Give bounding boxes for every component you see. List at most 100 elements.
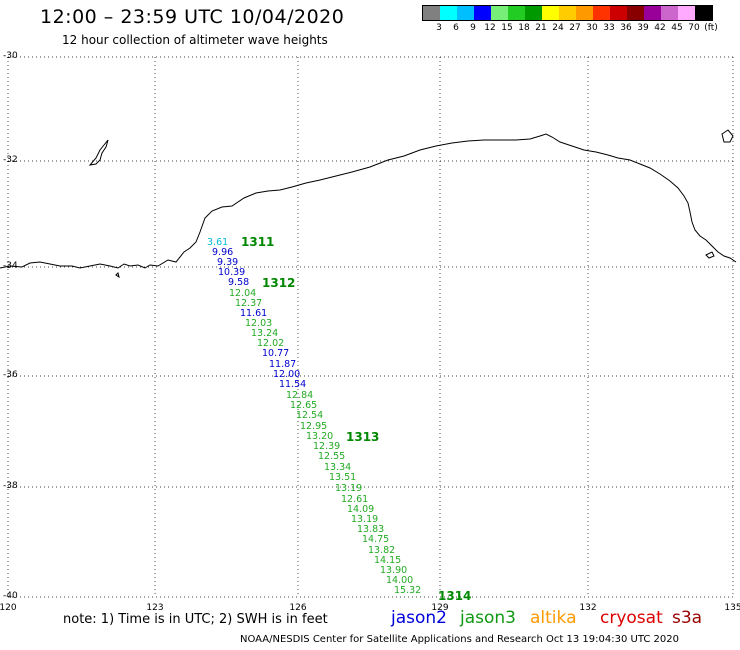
credit-line: NOAA/NESDIS Center for Satellite Applica… <box>240 634 679 645</box>
island-south <box>115 272 120 279</box>
color-scale-swatch <box>576 6 593 20</box>
coastline <box>0 133 737 269</box>
island-right <box>721 129 734 143</box>
color-scale-swatch <box>678 6 695 20</box>
swh-value: 13.19 <box>351 514 379 525</box>
legend-cryosat: cryosat <box>600 608 663 628</box>
swh-value: 12.84 <box>286 390 314 401</box>
color-scale-swatch <box>440 6 457 20</box>
swh-value: 12.00 <box>273 369 301 380</box>
color-scale-swatch <box>559 6 576 20</box>
color-scale-swatch <box>457 6 474 20</box>
legend-jason3: jason3 <box>460 608 516 628</box>
legend-jason2: jason2 <box>391 608 447 628</box>
units-note: note: 1) Time is in UTC; 2) SWH is in fe… <box>63 612 328 627</box>
page-title: 12:00 – 23:59 UTC 10/04/2020 <box>40 6 345 28</box>
longitude-label: 123 <box>146 603 164 613</box>
color-scale-label: 3 <box>436 23 442 33</box>
color-scale-swatch <box>593 6 610 20</box>
graticule <box>7 56 734 598</box>
swh-value: 14.09 <box>347 504 375 515</box>
swh-value: 13.82 <box>368 545 396 556</box>
swh-value: 14.00 <box>386 575 414 586</box>
swh-value: 13.90 <box>380 565 408 576</box>
color-scale-swatch <box>661 6 678 20</box>
pass-number: 1314 <box>438 589 472 603</box>
color-scale-label: 39 <box>637 23 649 33</box>
latitude-label: -30 <box>3 51 18 61</box>
color-scale-swatch <box>610 6 627 20</box>
color-scale-label: 42 <box>654 23 666 33</box>
legend-s3a: s3a <box>672 608 703 628</box>
swh-value: 12.04 <box>229 288 257 299</box>
swh-value: 13.51 <box>329 472 357 483</box>
color-scale-swatch <box>423 6 440 20</box>
swh-value: 11.87 <box>269 359 297 370</box>
legend-altika: altika <box>530 608 577 628</box>
color-scale-swatch <box>695 6 712 20</box>
swh-value: 12.37 <box>235 298 263 309</box>
color-scale-label: 30 <box>586 23 598 33</box>
swh-value: 12.39 <box>313 441 341 452</box>
island-left <box>88 139 109 166</box>
swh-value: 12.54 <box>296 410 324 421</box>
latitude-label: -36 <box>3 370 18 380</box>
color-scale-label: 21 <box>535 23 547 33</box>
color-scale-label: 12 <box>484 23 496 33</box>
swh-value: 12.02 <box>257 338 285 349</box>
swh-value: 9.58 <box>228 277 250 288</box>
color-scale-swatch <box>525 6 542 20</box>
color-scale-label: 27 <box>569 23 581 33</box>
color-scale-ticks: 3 6 9 12 15 18 21 24 27 30 33 36 39 42 45 70 (ft) <box>422 21 718 35</box>
color-scale-label: 15 <box>501 23 513 33</box>
longitude-label: 135 <box>724 603 740 613</box>
color-scale-label: 24 <box>552 23 564 33</box>
island-east <box>705 251 715 259</box>
color-scale: 3 6 9 12 15 18 21 24 27 30 33 36 39 42 45 70 (ft) <box>422 5 718 35</box>
swh-value: 13.19 <box>335 483 363 494</box>
swh-value: 12.03 <box>245 318 273 329</box>
swh-value: 12.61 <box>341 494 369 505</box>
color-scale-label: 18 <box>518 23 530 33</box>
swh-value: 12.95 <box>300 421 328 432</box>
color-scale-swatch <box>644 6 661 20</box>
swh-value: 15.32 <box>394 585 422 596</box>
swh-value: 14.75 <box>362 534 390 545</box>
swh-value: 11.61 <box>240 308 268 319</box>
color-scale-swatch <box>542 6 559 20</box>
latitude-label: -32 <box>3 155 18 165</box>
color-scale-swatch <box>474 6 491 20</box>
latitude-label: -38 <box>3 481 18 491</box>
page-subtitle: 12 hour collection of altimeter wave hei… <box>62 33 328 47</box>
swh-value: 9.39 <box>217 257 239 268</box>
color-scale-label: 33 <box>603 23 615 33</box>
latitude-label: -40 <box>3 591 18 601</box>
color-scale-label: 45 <box>671 23 683 33</box>
color-scale-swatch <box>491 6 508 20</box>
swh-value: 11.54 <box>279 379 307 390</box>
color-scale-swatch <box>627 6 644 20</box>
color-scale-label: 6 <box>453 23 459 33</box>
longitude-label: 126 <box>289 603 307 613</box>
color-scale-swatches <box>422 5 713 21</box>
color-scale-label: 36 <box>620 23 632 33</box>
swh-value: 13.20 <box>306 431 334 442</box>
color-scale-swatch <box>508 6 525 20</box>
longitude-label: 129 <box>431 603 449 613</box>
pass-number: 1313 <box>346 430 380 444</box>
swh-value: 10.39 <box>218 267 246 278</box>
swh-value: 12.55 <box>318 451 346 462</box>
pass-number: 1312 <box>262 276 296 290</box>
color-scale-label: 9 <box>470 23 476 33</box>
longitude-label: 132 <box>579 603 597 613</box>
swh-value: 13.24 <box>251 328 279 339</box>
color-scale-label: (ft) <box>704 23 718 33</box>
swh-value: 10.77 <box>262 348 290 359</box>
longitude-label: 120 <box>0 603 17 613</box>
swh-value: 13.34 <box>324 462 352 473</box>
pass-number: 1311 <box>241 235 275 249</box>
swh-value: 14.15 <box>374 555 402 566</box>
swh-value: 9.96 <box>212 247 234 258</box>
color-scale-label: 70 <box>688 23 700 33</box>
